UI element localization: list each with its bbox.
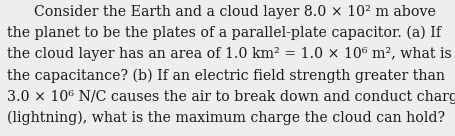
Text: the planet to be the plates of a parallel-plate capacitor. (a) If: the planet to be the plates of a paralle… [7,26,440,40]
Text: the cloud layer has an area of 1.0 km² = 1.0 × 10⁶ m², what is: the cloud layer has an area of 1.0 km² =… [7,47,450,61]
Text: (lightning), what is the maximum charge the cloud can hold?: (lightning), what is the maximum charge … [7,110,444,125]
Text: the capacitance? (b) If an electric field strength greater than: the capacitance? (b) If an electric fiel… [7,68,444,83]
Text: 3.0 × 10⁶ N/C causes the air to break down and conduct charge: 3.0 × 10⁶ N/C causes the air to break do… [7,90,455,104]
Text: Consider the Earth and a cloud layer 8.0 × 10² m above: Consider the Earth and a cloud layer 8.0… [7,5,435,19]
